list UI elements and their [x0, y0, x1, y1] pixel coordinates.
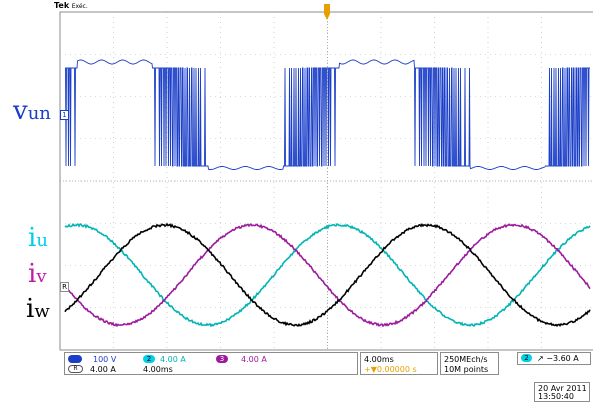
horizontal-panel[interactable]: 4.00ms +▼0.00000 s — [360, 352, 438, 375]
trigger-level[interactable]: ↗ −3.60 A — [537, 354, 579, 363]
acquisition-panel[interactable]: 250MEch/s 10M points — [440, 352, 499, 375]
iv-label: iv — [28, 261, 47, 287]
vun-label: vun — [13, 98, 51, 124]
brand-label: Tek — [54, 1, 69, 10]
vun-label-main: v — [13, 96, 28, 126]
ref-timebase[interactable]: 4.00ms — [143, 365, 173, 374]
scope-header: Tek Exéc. — [54, 2, 88, 10]
record-length: 10M points — [444, 365, 488, 374]
ch3-badge[interactable]: 3 — [216, 355, 228, 363]
ref-marker[interactable]: R — [60, 282, 69, 292]
ch1-marker[interactable]: 1 — [60, 110, 69, 120]
iw-label: iw — [26, 296, 50, 322]
ref-badge[interactable]: R — [68, 365, 83, 373]
ch3-scale[interactable]: 4.00 A — [241, 355, 267, 364]
trigger-delay[interactable]: +▼0.00000 s — [364, 365, 417, 374]
time-label: 13:50:40 — [538, 392, 574, 401]
ref-scale[interactable]: 4.00 A — [90, 365, 116, 374]
iv-label-sub: v — [36, 266, 46, 287]
timebase-value[interactable]: 4.00ms — [364, 355, 394, 364]
vun-label-sub: un — [28, 103, 51, 124]
ch1-badge[interactable] — [68, 355, 82, 363]
datetime-panel: 20 Avr 2011 13:50:40 — [534, 382, 590, 402]
ch2-scale[interactable]: 4.00 A — [160, 355, 186, 364]
trigger-panel[interactable]: 2 ↗ −3.60 A — [517, 352, 591, 365]
ch1-scale[interactable]: 100 V — [93, 355, 116, 364]
ch2-badge[interactable]: 2 — [143, 355, 155, 363]
channel-scale-panel[interactable]: 100 V 2 4.00 A 3 4.00 A R 4.00 A 4.00ms — [64, 352, 358, 375]
trigger-source-badge[interactable]: 2 — [521, 354, 532, 362]
mode-label: Exéc. — [72, 3, 88, 10]
iw-label-sub: w — [34, 301, 49, 322]
iu-label-sub: u — [36, 230, 48, 251]
sample-rate: 250MEch/s — [444, 355, 488, 364]
iu-label: iu — [28, 225, 48, 251]
